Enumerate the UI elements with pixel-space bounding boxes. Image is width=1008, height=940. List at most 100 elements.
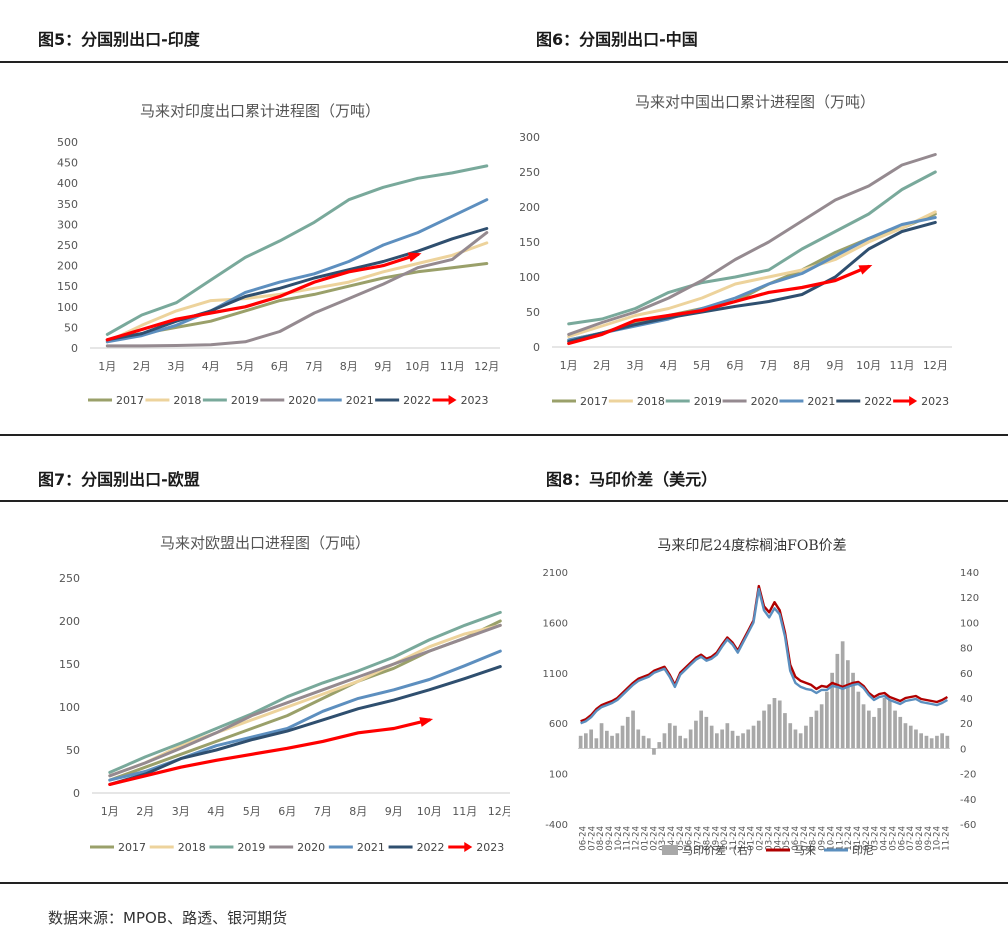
eu-svg: 马来对欧盟出口进程图（万吨） 0 50 100 150 200 250 1月 2月 3月 4月 5月 6… xyxy=(59,534,510,854)
spread-bar xyxy=(667,723,672,749)
series-arrow-2023 xyxy=(407,252,422,262)
y-tick-label: 100 xyxy=(520,271,540,284)
x-tick-label: 07-24 xyxy=(800,826,810,851)
x-tick-label: 2月 xyxy=(136,805,154,818)
spread-bar xyxy=(867,710,871,749)
x-tick-label: 8月 xyxy=(349,805,367,818)
spread-bar xyxy=(851,672,855,749)
spread-bar xyxy=(924,735,929,749)
series-line-2018 xyxy=(567,210,937,338)
series-line-2021 xyxy=(105,198,489,344)
chart-title: 马来对印度出口累计进程图（万吨） xyxy=(140,102,380,120)
spread-bar xyxy=(919,733,923,749)
spread-bar xyxy=(945,735,950,749)
series-line-2020 xyxy=(567,153,937,336)
spread-bar xyxy=(625,716,630,749)
x-tick-label: 04-24 xyxy=(667,826,677,851)
x-tick-label: 08-24 xyxy=(596,826,606,851)
spread-bar xyxy=(657,742,662,749)
series-line-2018 xyxy=(105,241,489,344)
legend-label-2017: 2017 xyxy=(116,394,144,407)
series-line-2019 xyxy=(567,170,937,326)
spread-bar xyxy=(804,725,808,749)
x-tick-label: 02-24 xyxy=(649,826,659,851)
spread-chart: 马来印尼24度棕榈油FOB价差 -400 100 600 1100 1600 2100 -60… xyxy=(530,528,990,868)
series-line-2023 xyxy=(108,718,431,786)
x-tick-label: 06-24 xyxy=(685,826,695,851)
y-tick-label: 200 xyxy=(520,201,540,214)
china-svg: 马来对中国出口累计进程图（万吨） 0 50 100 150 200 250 300 1月 2月 3月… xyxy=(520,93,952,408)
x-tick-label: 7月 xyxy=(305,360,323,373)
x-tick-label: 10-24 xyxy=(614,826,624,851)
spread-bar xyxy=(856,691,861,749)
india-svg: 马来对印度出口累计进程图（万吨） 0 50 100 150 200 250 300 350 400… xyxy=(57,102,500,407)
x-tick-label: 10-24 xyxy=(933,826,943,851)
spread-bar xyxy=(683,738,688,749)
x-tick-label: 12-24 xyxy=(632,826,642,851)
x-tick-label: 11月 xyxy=(890,359,915,372)
legend-label-2019: 2019 xyxy=(694,395,722,408)
x-tick-label: 09-24 xyxy=(818,826,828,851)
chart-title: 马来对欧盟出口进程图（万吨） xyxy=(160,534,370,552)
x-tick-label: 2月 xyxy=(133,360,151,373)
spread-bar xyxy=(646,738,651,749)
legend-label-2017: 2017 xyxy=(580,395,608,408)
y-tick-label: 350 xyxy=(57,198,78,211)
x-tick-label: 07-24 xyxy=(694,826,704,851)
legend-label-2022: 2022 xyxy=(864,395,892,408)
india-export-chart: 马来对印度出口累计进程图（万吨） 0 50 100 150 200 250 300 350 400… xyxy=(20,90,500,420)
series-line-2022 xyxy=(108,665,502,786)
x-tick-label: 07-24 xyxy=(587,826,597,851)
series-line-2022 xyxy=(105,227,489,342)
x-tick-label: 8月 xyxy=(793,359,811,372)
y-right-tick-label: 140 xyxy=(960,568,979,579)
series-line-2020 xyxy=(108,623,502,778)
x-tick-label: 11-24 xyxy=(835,826,845,851)
x-tick-label: 2月 xyxy=(593,359,611,372)
chart-title: 马来对中国出口累计进程图（万吨） xyxy=(635,93,875,111)
y-left-tick-label: 2100 xyxy=(543,568,568,579)
y-right-tick-label: 60 xyxy=(960,669,973,680)
spread-bar xyxy=(893,710,897,749)
spread-bar xyxy=(809,716,813,749)
spread-bar xyxy=(678,735,682,749)
spread-bar xyxy=(720,729,724,749)
china-export-chart: 马来对中国出口累计进程图（万吨） 0 50 100 150 200 250 300 1月 2月 3月… xyxy=(520,85,990,420)
spread-bar xyxy=(935,735,939,749)
spread-bar xyxy=(636,729,641,749)
y-tick-label: 50 xyxy=(64,321,78,334)
x-tick-label: 12月 xyxy=(923,359,948,372)
legend-label-2020: 2020 xyxy=(297,841,325,854)
y-tick-label: 0 xyxy=(533,341,540,354)
x-tick-label: 11月 xyxy=(440,360,465,373)
spread-bar xyxy=(788,723,793,749)
x-tick-label: 3月 xyxy=(626,359,644,372)
spread-bar xyxy=(704,716,709,749)
x-tick-label: 06-24 xyxy=(897,826,907,851)
x-tick-label: 09-24 xyxy=(605,826,615,851)
x-tick-label: 04-24 xyxy=(880,826,890,851)
x-tick-label: 04-24 xyxy=(773,826,783,851)
x-tick-label: 01-24 xyxy=(640,826,650,851)
spread-bar xyxy=(872,716,876,749)
x-tick-label: 7月 xyxy=(314,805,332,818)
y-right-tick-label: -20 xyxy=(960,770,976,781)
x-tick-label: 11-24 xyxy=(942,826,952,851)
spread-bar xyxy=(599,723,604,749)
spread-bar xyxy=(715,733,719,749)
legend-label-2018: 2018 xyxy=(637,395,665,408)
y-tick-label: 450 xyxy=(57,157,78,170)
spread-bar xyxy=(746,729,751,749)
legend-label-2017: 2017 xyxy=(118,841,146,854)
series-line-2023 xyxy=(105,252,420,342)
y-left-tick-label: 1100 xyxy=(543,669,568,680)
x-tick-label: 05-24 xyxy=(676,826,686,851)
series-line-2018 xyxy=(108,623,502,778)
mid-rule-2 xyxy=(0,500,1008,502)
spread-bar xyxy=(709,725,714,749)
legend-arrow-2023 xyxy=(909,396,918,406)
y-tick-label: 0 xyxy=(73,787,80,800)
spread-bar xyxy=(783,713,787,749)
spread-bar xyxy=(699,710,703,749)
series-arrow-2023 xyxy=(858,264,873,275)
